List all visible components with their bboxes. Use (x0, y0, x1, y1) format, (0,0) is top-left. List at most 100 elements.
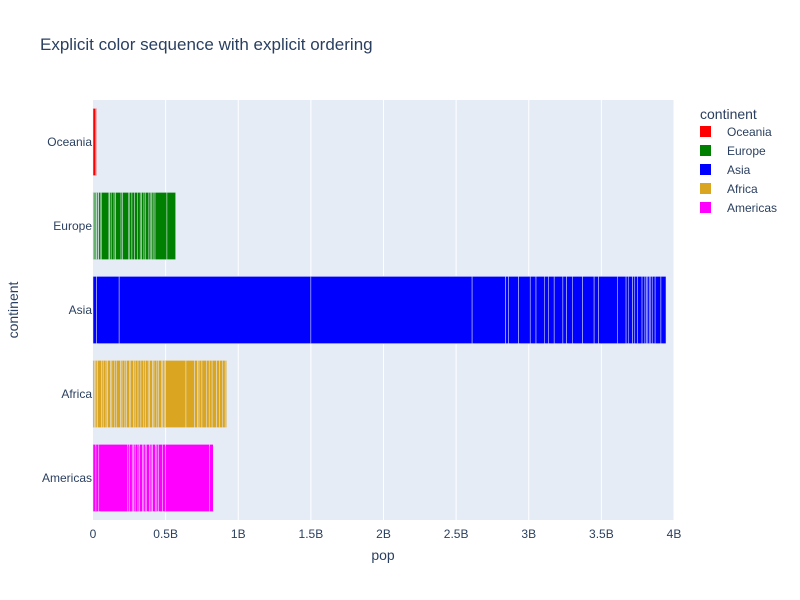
legend-swatch (700, 202, 711, 213)
bar-segment (152, 444, 156, 512)
legend-title: continent (700, 106, 757, 122)
x-tick-label: 2.5B (444, 527, 469, 541)
bar-segment (140, 360, 145, 428)
bar-segment (211, 360, 217, 428)
legend-item-africa[interactable]: Africa (700, 182, 758, 196)
bar-segment (518, 276, 531, 344)
bar-segment (110, 192, 115, 260)
bar-segment (617, 276, 627, 344)
bar-oceania (92, 108, 97, 176)
bar-europe (92, 192, 176, 260)
x-tick-label: 1B (231, 527, 246, 541)
bar-segment (131, 192, 135, 260)
x-tick-label: 4B (667, 527, 682, 541)
bar-segment (122, 192, 129, 260)
bar-segment (129, 192, 133, 260)
bar-segment (471, 276, 506, 344)
bar-segment (224, 360, 227, 428)
legend-swatch (700, 126, 711, 137)
legend-item-europe[interactable]: Europe (700, 144, 766, 158)
bar-segment (130, 360, 134, 428)
x-tick-label: 0.5B (153, 527, 178, 541)
bar-segment (165, 360, 187, 428)
bar-segment (145, 360, 149, 428)
bar-segment (201, 360, 207, 428)
bar-segment (152, 192, 156, 260)
bar-segment (582, 276, 595, 344)
legend-item-oceania[interactable]: Oceania (700, 125, 772, 139)
bar-segment (92, 444, 97, 512)
bar-segment (134, 360, 139, 428)
bar-segment (209, 444, 214, 512)
bar-segment (185, 360, 195, 428)
x-tick-label: 2B (376, 527, 391, 541)
legend: continent Oceania Europe Asia Africa America… (700, 106, 777, 215)
bar-segment (137, 192, 141, 260)
legend-label: Europe (727, 144, 766, 158)
bar-segment (553, 276, 564, 344)
bar-segment (508, 276, 519, 344)
legend-label: Asia (727, 163, 751, 177)
legend-item-americas[interactable]: Americas (700, 201, 777, 215)
bar-segment (118, 276, 312, 344)
bar-segment (641, 276, 646, 344)
bar-segment (115, 360, 121, 428)
legend-swatch (700, 183, 711, 194)
bar-segment (660, 276, 667, 344)
bar-segment (111, 360, 116, 428)
bar-segment (535, 276, 545, 344)
bar-segment (141, 192, 145, 260)
y-axis-title: continent (5, 281, 21, 338)
legend-item-asia[interactable]: Asia (700, 163, 751, 177)
bar-segment (310, 276, 473, 344)
bar-segment (145, 192, 150, 260)
bar-segment (95, 444, 100, 512)
bar-segment (544, 276, 549, 344)
bar-segment (198, 360, 203, 428)
bar-segment (637, 276, 643, 344)
bar-segment (129, 444, 133, 512)
bar-segment (206, 360, 210, 428)
bar-segment (216, 360, 220, 428)
bar-segment (101, 192, 110, 260)
bar-segment (158, 360, 162, 428)
bar-segment (208, 360, 213, 428)
bar-segment (654, 276, 662, 344)
bar-segment (92, 276, 97, 344)
bar-asia (92, 276, 667, 344)
bar-segment (505, 276, 509, 344)
bar-segment (194, 360, 198, 428)
bar-segment (158, 444, 163, 512)
bar-segment (96, 276, 120, 344)
legend-label: Africa (727, 182, 758, 196)
bar-segment (102, 360, 107, 428)
y-tick-label: Asia (69, 303, 93, 317)
y-axis-ticks: Oceania Europe Asia Africa Americas (42, 135, 92, 485)
bar-segment (222, 360, 226, 428)
bar-segment (166, 192, 176, 260)
bar-segment (598, 276, 618, 344)
bar-segment (149, 360, 153, 428)
x-tick-label: 1.5B (299, 527, 324, 541)
bar-segment (134, 192, 138, 260)
bar-segment (566, 276, 573, 344)
bar-segment (593, 276, 599, 344)
bar-segment (162, 444, 166, 512)
bar-segment (137, 360, 142, 428)
bar-segment (115, 192, 122, 260)
bar-segment (146, 444, 150, 512)
bar-segment (97, 360, 102, 428)
x-axis-title: pop (371, 547, 395, 563)
bar-segment (134, 444, 139, 512)
bar-segment (625, 276, 629, 344)
x-tick-label: 0 (90, 527, 97, 541)
bar-segment (154, 192, 168, 260)
bar-segment (634, 276, 638, 344)
bar-segment (572, 276, 583, 344)
bar-segment (153, 360, 158, 428)
legend-swatch (700, 145, 711, 156)
legend-label: Oceania (727, 125, 772, 139)
x-axis-ticks: 0 0.5B 1B 1.5B 2B 2.5B 3B 3.5B 4B (90, 527, 682, 541)
bar-segment (651, 276, 656, 344)
